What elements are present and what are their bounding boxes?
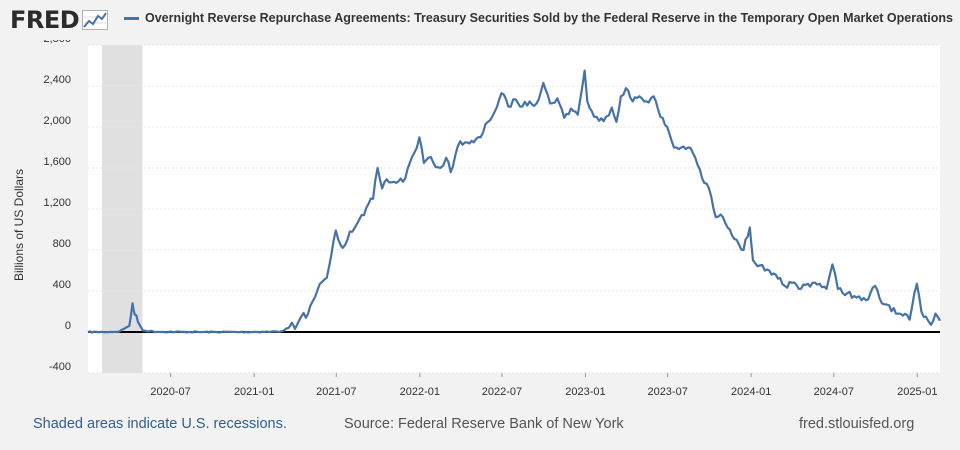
x-tick-label: 2023-07 — [647, 386, 687, 398]
y-tick-label: 1,600 — [43, 156, 71, 168]
x-tick-label: 2021-07 — [316, 386, 356, 398]
y-tick-label: -400 — [49, 361, 71, 373]
chart-footer: Shaded areas indicate U.S. recessions. S… — [0, 410, 960, 440]
x-tick-label: 2020-07 — [150, 386, 190, 398]
fred-logo-text: FRED — [10, 6, 80, 34]
y-tick-label: 2,800 — [43, 40, 71, 45]
x-tick-label: 2023-01 — [565, 386, 605, 398]
fred-logo[interactable]: FRED — [10, 5, 109, 35]
chart-header: FRED Overnight Reverse Repurchase Agreem… — [0, 0, 960, 40]
y-axis: -400 0 400 800 1,200 1,600 2,000 2,400 2,800 — [43, 40, 71, 373]
x-tick-label: 2024-07 — [814, 386, 854, 398]
legend-swatch — [124, 16, 139, 20]
series-line[interactable] — [87, 69, 941, 334]
x-tick-label: 2025-01 — [897, 386, 937, 398]
x-tick-label: 2022-01 — [400, 386, 440, 398]
chart: -400 0 400 800 1,200 1,600 2,000 2,400 2,800 202… — [12, 40, 941, 398]
y-tick-label: 400 — [53, 279, 71, 291]
fred-logo-graph-icon — [82, 10, 109, 30]
y-tick-label: 2,000 — [43, 115, 71, 127]
recession-note: Shaded areas indicate U.S. recessions. — [33, 416, 287, 432]
site-link[interactable]: fred.stlouisfed.org — [799, 416, 915, 432]
x-tick-label: 2021-01 — [234, 386, 274, 398]
y-axis-label: Billions of US Dollars — [12, 169, 26, 281]
y-tick-label: 800 — [53, 238, 71, 250]
chart-title: Overnight Reverse Repurchase Agreements:… — [145, 11, 953, 25]
y-tick-label: 0 — [65, 320, 71, 332]
y-tick-label: 2,400 — [43, 74, 71, 86]
x-tick-label: 2022-07 — [482, 386, 522, 398]
chart-title-legend: Overnight Reverse Repurchase Agreements:… — [124, 11, 953, 25]
x-tick-label: 2024-01 — [731, 386, 771, 398]
y-tick-label: 1,200 — [43, 197, 71, 209]
x-axis: 2020-07 2021-01 2021-07 2022-01 2022-07 2023-… — [150, 373, 937, 398]
source-note: Source: Federal Reserve Bank of New York — [344, 416, 624, 432]
